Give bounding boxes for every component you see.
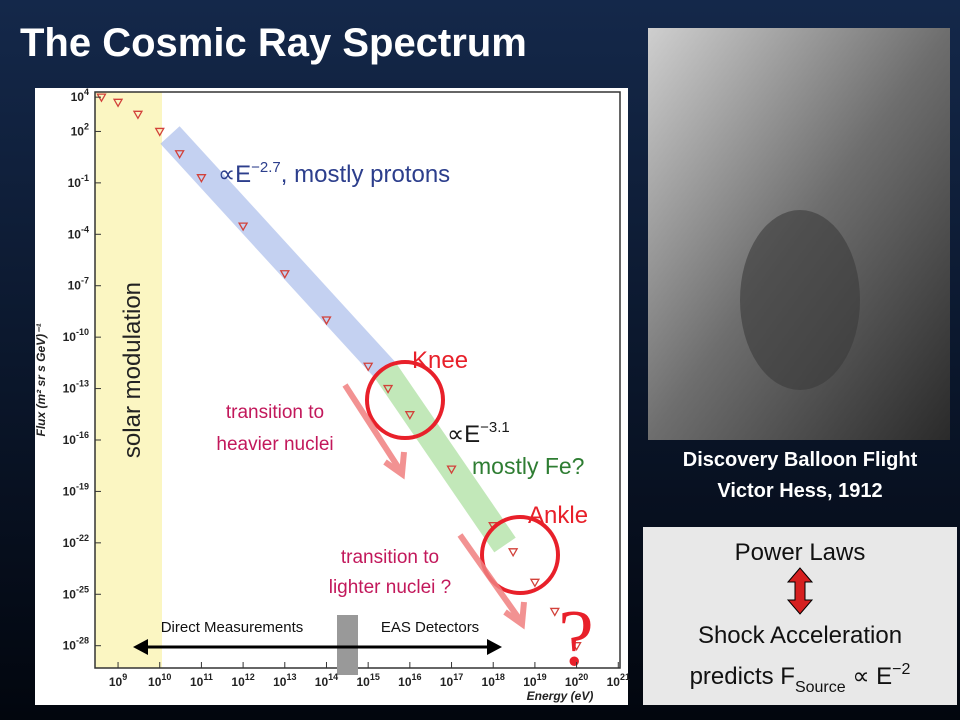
annotation: EAS Detectors [381, 619, 479, 636]
x-tick-label: 1012 [231, 672, 254, 689]
double-arrow [786, 567, 814, 615]
data-point [363, 362, 374, 372]
data-point [549, 607, 560, 617]
annotation: heavier nuclei [216, 434, 333, 455]
x-tick-label: 1011 [190, 672, 213, 689]
divider [337, 615, 358, 675]
ankle-circle [480, 515, 560, 595]
annotation: ∝E−2.7, mostly protons [218, 159, 450, 188]
x-tick-label: 1015 [356, 672, 379, 689]
arrow-head [487, 639, 502, 655]
annotation: solar modulation [119, 282, 146, 458]
y-tick-label: 102 [71, 121, 89, 138]
data-point [571, 642, 582, 652]
data-point [529, 578, 541, 588]
info-box [643, 527, 957, 705]
annotation: Direct Measurements [161, 619, 304, 636]
y-tick-label: 10-4 [68, 224, 89, 241]
annotation: ? [558, 595, 594, 683]
y-tick-label: 10-22 [63, 533, 89, 550]
x-tick-label: 1016 [398, 672, 421, 689]
x-tick-label: 1020 [565, 672, 588, 689]
y-tick-label: 10-13 [63, 379, 89, 396]
x-tick-label: 1021 [607, 672, 630, 689]
x-tick-label: 1014 [315, 672, 338, 689]
arrows [342, 383, 527, 630]
x-tick-label: 1010 [148, 672, 171, 689]
box-text: predicts FSource ∝ E−2 [690, 661, 911, 696]
arrow-head [133, 639, 148, 655]
caption: Discovery Balloon Flight [683, 449, 918, 471]
y-axis-label: Flux (m² sr s GeV)⁻¹ [34, 323, 48, 436]
solar-band [95, 92, 162, 668]
photo-balloon [740, 210, 860, 390]
x-axis-label: Energy (eV) [527, 689, 594, 703]
box-text: Shock Acceleration [698, 622, 902, 649]
plot [96, 93, 582, 652]
annotation: Ankle [528, 502, 588, 529]
data-point [237, 222, 249, 232]
caption: Victor Hess, 1912 [717, 480, 882, 502]
y-tick-label: 10-28 [63, 636, 89, 653]
data-point [382, 384, 394, 394]
fe-band [374, 362, 516, 553]
data-point [321, 316, 332, 326]
annotation: transition to [226, 402, 324, 423]
x-tick-label: 1018 [482, 672, 505, 689]
data-point [174, 150, 185, 160]
y-tick-label: 10-25 [63, 584, 89, 601]
annotation: mostly Fe? [472, 453, 584, 479]
data-point [196, 174, 207, 184]
knee-circle [365, 360, 445, 440]
data-point [279, 270, 290, 280]
y-tick-label: 10-1 [68, 173, 89, 190]
x-tick-label: 1017 [440, 672, 463, 689]
data-point [446, 465, 457, 475]
y-tick-label: 10-7 [68, 276, 89, 293]
data-point [154, 127, 165, 137]
data-point [132, 110, 144, 120]
data-point [404, 411, 415, 420]
y-tick-label: 104 [71, 87, 89, 104]
y-tick-label: 10-16 [63, 430, 89, 447]
y-tick-label: 10-10 [63, 327, 89, 344]
annotation: ∝E−3.1 [447, 419, 510, 448]
y-tick-label: 10-19 [63, 481, 89, 498]
annotation: transition to [341, 547, 439, 568]
x-tick-label: 1013 [273, 672, 296, 689]
data-point [112, 98, 124, 108]
annotation: lighter nuclei ? [329, 577, 452, 598]
annotation: Knee [412, 347, 468, 374]
x-tick-label: 1019 [523, 672, 546, 689]
x-tick-label: 109 [109, 672, 127, 689]
data-point [507, 548, 519, 558]
slide-title: The Cosmic Ray Spectrum [20, 21, 527, 65]
box-text: Power Laws [735, 539, 866, 566]
